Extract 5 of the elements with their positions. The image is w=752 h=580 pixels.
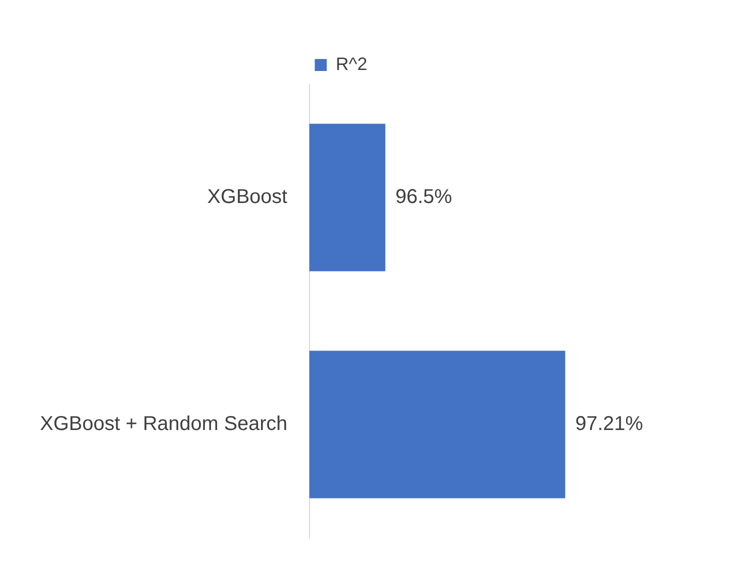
- y-tick-label: XGBoost: [207, 186, 288, 208]
- data-label: 96.5%: [395, 186, 452, 208]
- legend-label: R^2: [336, 54, 368, 74]
- data-label: 97.21%: [575, 413, 644, 436]
- y-tick-label: XGBoost + Random Search: [40, 413, 288, 436]
